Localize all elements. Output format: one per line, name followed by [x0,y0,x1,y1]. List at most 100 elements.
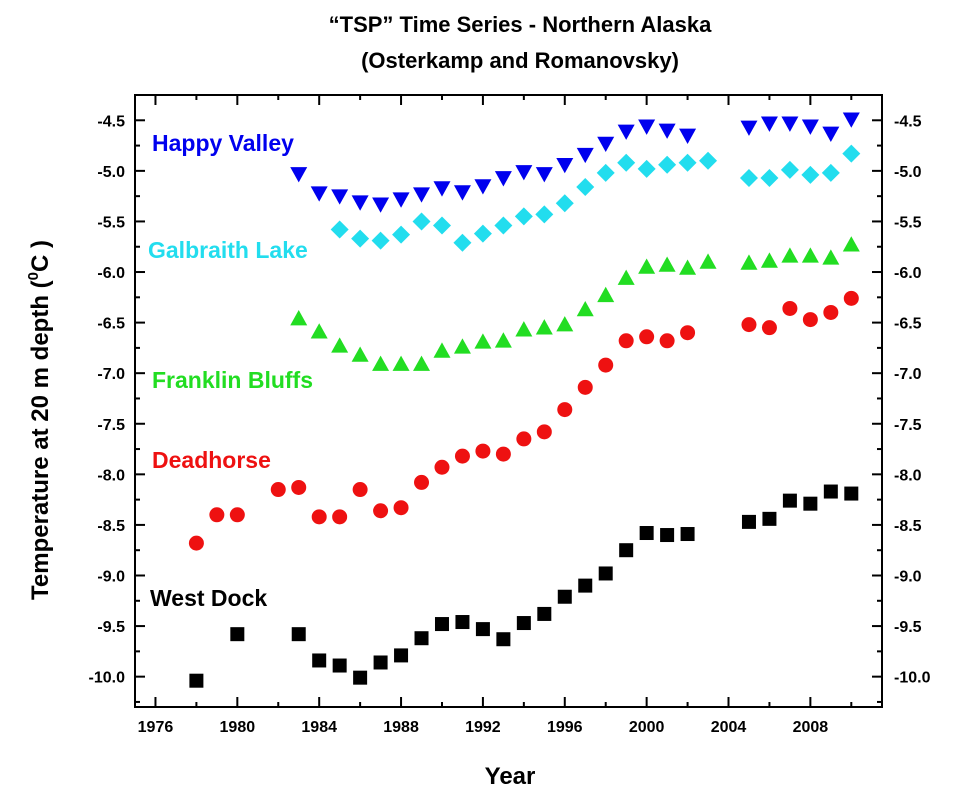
franklin-bluffs-point [658,256,676,272]
franklin-bluffs-point [453,338,471,354]
galbraith-lake-point [596,163,615,182]
y-axis-label-main: Temperature at 20 m depth ( [27,280,54,600]
y-tick-label-right: -4.5 [894,113,922,130]
deadhorse-point [352,482,368,498]
galbraith-lake-point [555,194,574,213]
galbraith-lake-point [514,207,533,226]
west-dock-point [475,622,490,637]
franklin-bluffs-point [822,249,840,265]
galbraith-lake-point [351,229,370,248]
happy-valley-point [822,126,840,142]
happy-valley-point [433,181,451,197]
y-tick-label: -8.5 [97,518,125,535]
west-dock-point [455,615,470,630]
west-dock-point [557,589,572,604]
chart-title: “TSP” Time Series - Northern Alaska [329,12,712,37]
franklin-bluffs-point [576,300,594,317]
y-tick-label: -5.0 [97,164,125,181]
series-labels: Happy Valley Galbraith Lake Franklin Bluff… [148,130,313,611]
franklin-bluffs-point [372,355,390,371]
deadhorse-point [495,446,511,462]
happy-valley-point [392,192,410,208]
y-tick-label: -6.5 [97,316,125,333]
deadhorse-point [782,300,798,316]
deadhorse-point [536,424,552,440]
deadhorse-point [557,402,573,418]
y-tick-label-right: -9.5 [894,619,922,636]
galbraith-lake-point [780,160,799,179]
west-dock-point [353,670,368,685]
plot-frame [134,94,883,708]
west-dock-point [394,648,409,663]
galbraith-lake-point [760,168,779,187]
deadhorse-point [761,320,777,336]
franklin-bluffs-point [310,323,328,339]
galbraith-lake-point [392,225,411,244]
y-tick-label: -9.5 [97,619,125,636]
happy-valley-point [801,119,819,135]
franklin-bluffs-point [679,259,697,275]
deadhorse-point [311,509,327,525]
franklin-bluffs-point [556,316,574,332]
y-tick-label-right: -10.0 [894,670,931,687]
x-axis-label: Year [485,763,536,790]
deadhorse-point [393,500,409,516]
deadhorse-point [577,379,593,395]
y-tick-label-right: -7.5 [894,417,922,434]
x-tick-label: 1984 [301,719,337,736]
west-dock-point [578,578,593,593]
y-tick-label-right: -7.0 [894,366,922,383]
franklin-bluffs-point [842,236,860,252]
happy-valley-point [310,186,328,202]
west-dock-point [741,514,756,529]
west-dock-point [332,658,347,673]
y-tick-label: -7.0 [97,366,125,383]
west-dock-point [598,566,613,581]
y-tick-label: -10.0 [89,670,126,687]
deadhorse-point [741,317,757,333]
deadhorse-point [516,431,532,447]
y-tick-label-right: -8.0 [894,467,922,484]
happy-valley-point [290,167,308,183]
west-dock-point [803,496,818,511]
west-dock-point [496,632,511,647]
x-tick-label: 2008 [793,719,829,736]
galbraith-lake-point [699,151,718,170]
franklin-bluffs-point [351,346,369,362]
y-tick-label: -8.0 [97,467,125,484]
west-dock-point [230,627,245,642]
x-tick-label: 2004 [711,719,747,736]
deadhorse-point [843,290,859,306]
west-dock-point [189,673,204,688]
west-dock-point [516,616,531,631]
west-dock-label: West Dock [150,585,267,611]
west-dock-point [434,617,449,632]
deadhorse-point [291,479,307,495]
west-dock-point [680,527,695,542]
deadhorse-point [434,459,450,475]
galbraith-lake-point [371,231,390,250]
happy-valley-point [372,197,390,213]
y-axis-label-sup: 0 [25,272,42,280]
x-tick-label: 1980 [220,719,256,736]
y-axis-label: Temperature at 20 m depth (0C ) [25,240,54,600]
galbraith-lake-point [535,205,554,224]
galbraith-lake-point [494,216,513,235]
deadhorse-point [802,312,818,328]
happy-valley-point [740,120,758,136]
galbraith-lake-point [801,165,820,184]
galbraith-lake-point [678,153,697,172]
west-dock-point [537,606,552,621]
deadhorse-point [659,333,675,349]
west-dock-point [762,511,777,526]
franklin-bluffs-point [535,319,553,335]
galbraith-lake-point [453,233,472,252]
happy-valley-point [556,157,574,174]
galbraith-lake-point [432,216,451,235]
y-tick-label: -4.5 [97,113,125,130]
franklin-bluffs-point [515,321,533,337]
happy-valley-point [576,147,594,164]
franklin-bluffs-point [597,286,615,303]
franklin-bluffs-point [290,310,308,326]
galbraith-lake-point [658,155,677,174]
